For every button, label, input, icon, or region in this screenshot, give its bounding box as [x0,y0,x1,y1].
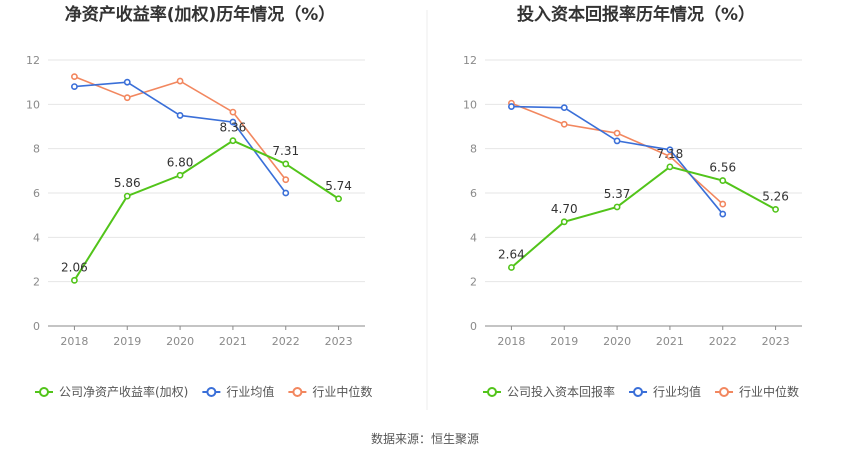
y-tick-label: 10 [463,98,477,111]
legend-marker [719,387,730,397]
y-tick-label: 8 [470,143,477,156]
data-label: 5.74 [325,179,352,193]
legend-label: 行业中位数 [312,384,372,399]
data-point-industry_median [71,73,78,81]
x-tick-label: 2021 [656,335,684,348]
data-point-industry_median [229,108,237,116]
data-point-company [282,160,290,168]
y-tick-label: 12 [26,54,40,67]
data-label: 5.26 [762,189,789,203]
data-point-company [71,276,78,284]
data-point-industry_avg [123,78,131,86]
data-point-industry_median [613,129,621,137]
chart-title: 净资产收益率(加权)历年情况（%） [65,4,336,25]
data-point-company [335,195,342,203]
data-point-company [772,206,779,213]
data-label: 8.36 [220,121,247,135]
legend-item-industry_median[interactable]: 行业中位数 [715,384,799,399]
x-tick-label: 2022 [709,335,737,348]
legend-item-industry_avg[interactable]: 行业均值 [629,384,701,399]
legend-label: 公司投入资本回报率 [507,384,615,399]
data-point-industry_avg [560,104,568,112]
data-label: 2.64 [498,247,525,261]
data-point-company [508,264,515,271]
data-point-company [666,163,674,171]
chart-title: 投入资本回报率历年情况（%） [517,4,755,25]
data-point-company [123,192,131,200]
data-point-industry_median [560,120,568,128]
y-tick-label: 4 [470,231,477,244]
y-tick-label: 6 [470,187,477,200]
x-tick-label: 2020 [166,335,194,348]
x-tick-label: 2022 [272,335,300,348]
x-tick-label: 2023 [325,335,353,348]
x-tick-label: 2019 [550,335,578,348]
legend-marker [633,387,644,397]
data-label: 2.06 [61,260,88,274]
y-tick-label: 2 [33,276,40,289]
legend-item-industry_median[interactable]: 行业中位数 [288,384,372,399]
data-point-industry_median [123,94,131,102]
data-label: 4.70 [551,202,578,216]
legend-label: 行业中位数 [739,384,799,399]
y-tick-label: 10 [26,98,40,111]
data-point-company [176,171,184,179]
x-tick-label: 2021 [219,335,247,348]
data-point-company [560,218,568,226]
roe-chart-panel: 净资产收益率(加权)历年情况（%） 0 2 4 6 8 10 12 2018 2019 2020 20… [26,4,372,399]
data-source-note: 数据来源：恒生聚源 [371,431,479,446]
series-line-company [510,165,777,269]
data-point-company [229,137,237,145]
series-line-company [73,139,340,281]
legend-item-company[interactable]: 公司净资产收益率(加权) [35,384,188,399]
legend-item-industry_avg[interactable]: 行业均值 [202,384,274,399]
data-point-industry_avg [229,118,237,126]
y-tick-label: 12 [463,54,477,67]
legend-label: 公司净资产收益率(加权) [59,384,188,399]
data-point-industry_median [176,77,184,85]
data-label: 5.86 [114,176,141,190]
x-tick-label: 2019 [113,335,141,348]
y-tick-label: 0 [33,320,40,333]
data-point-company [719,177,727,184]
data-point-industry_median [282,176,290,184]
x-tick-label: 2020 [603,335,631,348]
x-tick-label: 2018 [60,335,88,348]
data-point-industry_avg [719,210,727,218]
legend-label: 行业均值 [653,384,701,399]
data-label: 7.18 [657,147,684,161]
legend-marker [487,387,497,397]
data-point-industry_avg [282,189,290,197]
data-point-industry_avg [176,112,184,119]
data-point-industry_avg [613,137,621,145]
data-point-industry_avg [666,146,674,154]
y-tick-label: 0 [470,320,477,333]
data-point-industry_avg [71,83,78,90]
data-point-company [613,203,621,211]
x-tick-label: 2023 [762,335,790,348]
data-point-industry_avg [508,103,515,110]
data-point-industry_median [719,200,727,208]
x-tick-label: 2018 [497,335,525,348]
legend-marker [39,387,49,397]
data-point-industry_median [666,153,674,160]
y-tick-label: 8 [33,143,40,156]
y-tick-label: 2 [470,276,477,289]
y-tick-label: 4 [33,231,40,244]
legend-label: 行业均值 [226,384,274,399]
y-tick-label: 6 [33,187,40,200]
data-label: 6.56 [709,161,736,175]
data-label: 5.37 [604,187,631,201]
data-label: 7.31 [272,144,299,158]
data-label: 6.80 [167,155,194,169]
legend-marker [292,387,303,397]
legend-item-company[interactable]: 公司投入资本回报率 [483,384,615,399]
legend-marker [206,387,217,397]
roic-chart-panel: 投入资本回报率历年情况（%） 0 2 4 6 8 10 12 2018 2019 2020 2021 2… [463,4,802,399]
